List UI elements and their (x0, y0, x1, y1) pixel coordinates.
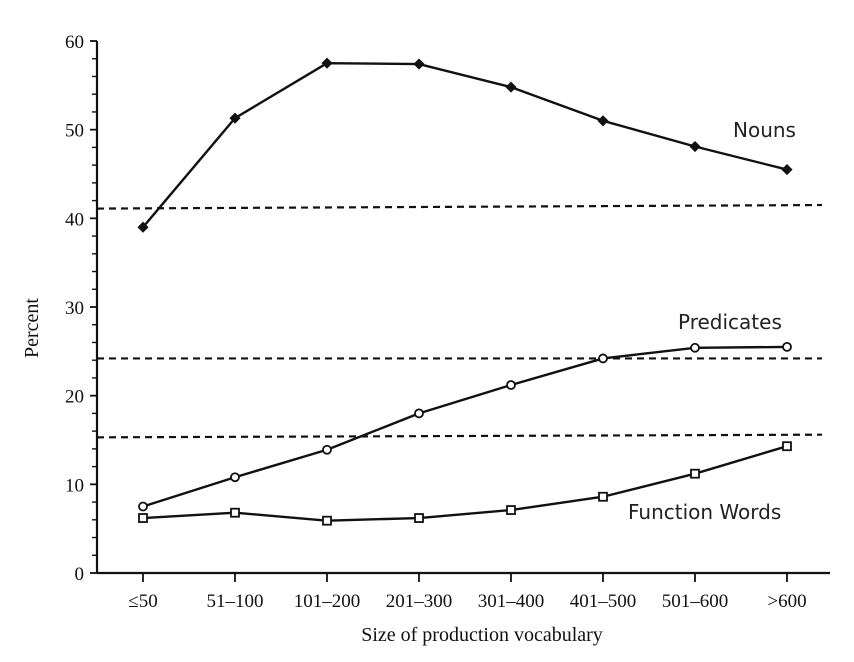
data-point-function-words (322, 515, 332, 526)
x-tick-label: 201–300 (386, 591, 453, 612)
y-tick-label: 50 (65, 121, 84, 142)
data-point-function-words (598, 491, 608, 502)
data-point-function-words (690, 468, 700, 479)
data-point-function-words (138, 513, 148, 523)
series-labels: Nouns Predicates Function Words (628, 118, 796, 524)
x-tick-label: >600 (767, 591, 806, 612)
data-point-function-words (782, 441, 792, 452)
y-tick-label: 20 (65, 387, 84, 408)
series-label-predicates: Predicates (678, 310, 782, 334)
data-point-nouns (229, 112, 241, 124)
reference-lines (96, 203, 823, 439)
series-label-function-words: Function Words (628, 500, 781, 524)
data-point-nouns (137, 221, 149, 233)
data-point-nouns (597, 115, 609, 127)
y-axis-title: Percent (21, 298, 43, 358)
y-tick-label: 0 (75, 564, 85, 585)
data-point-function-words (414, 513, 424, 523)
x-tick-label: 51–100 (207, 591, 264, 612)
data-point-nouns (321, 57, 333, 69)
x-tick-label: 501–600 (662, 591, 729, 612)
data-point-predicates (138, 501, 148, 512)
data-point-predicates (230, 472, 240, 483)
x-axis-title: Size of production vocabulary (361, 624, 603, 646)
reference-line (96, 433, 823, 439)
data-point-predicates (322, 444, 332, 455)
data-point-predicates (414, 408, 424, 419)
x-tick-label: 301–400 (478, 591, 545, 612)
data-point-nouns (413, 58, 425, 70)
x-tick-label: ≤50 (128, 591, 157, 612)
series-lines (141, 61, 789, 522)
y-tick-label: 30 (65, 298, 84, 319)
y-tick-label: 10 (65, 475, 84, 496)
data-point-nouns (505, 81, 517, 93)
data-point-predicates (690, 342, 700, 353)
tick-marks (90, 40, 788, 582)
reference-line (96, 203, 823, 210)
series-markers (137, 57, 793, 526)
data-point-predicates (598, 353, 608, 364)
y-tick-label: 40 (65, 209, 84, 230)
series-line-function-words (141, 445, 789, 522)
data-point-predicates (782, 341, 792, 352)
data-point-nouns (781, 164, 793, 176)
x-tick-label: 401–500 (570, 591, 637, 612)
data-point-function-words (506, 505, 516, 515)
y-tick-label: 60 (65, 32, 84, 53)
data-point-function-words (230, 507, 240, 518)
data-point-predicates (506, 380, 516, 390)
series-line-nouns (141, 61, 789, 229)
x-tick-label: 101–200 (294, 591, 361, 612)
tick-labels: 0 10 20 30 40 50 60 ≤50 51–100 101–200 201–300 301–… (65, 32, 807, 612)
axes (95, 41, 830, 575)
data-point-nouns (689, 140, 701, 153)
series-label-nouns: Nouns (733, 118, 796, 142)
series-line-predicates (141, 345, 789, 508)
